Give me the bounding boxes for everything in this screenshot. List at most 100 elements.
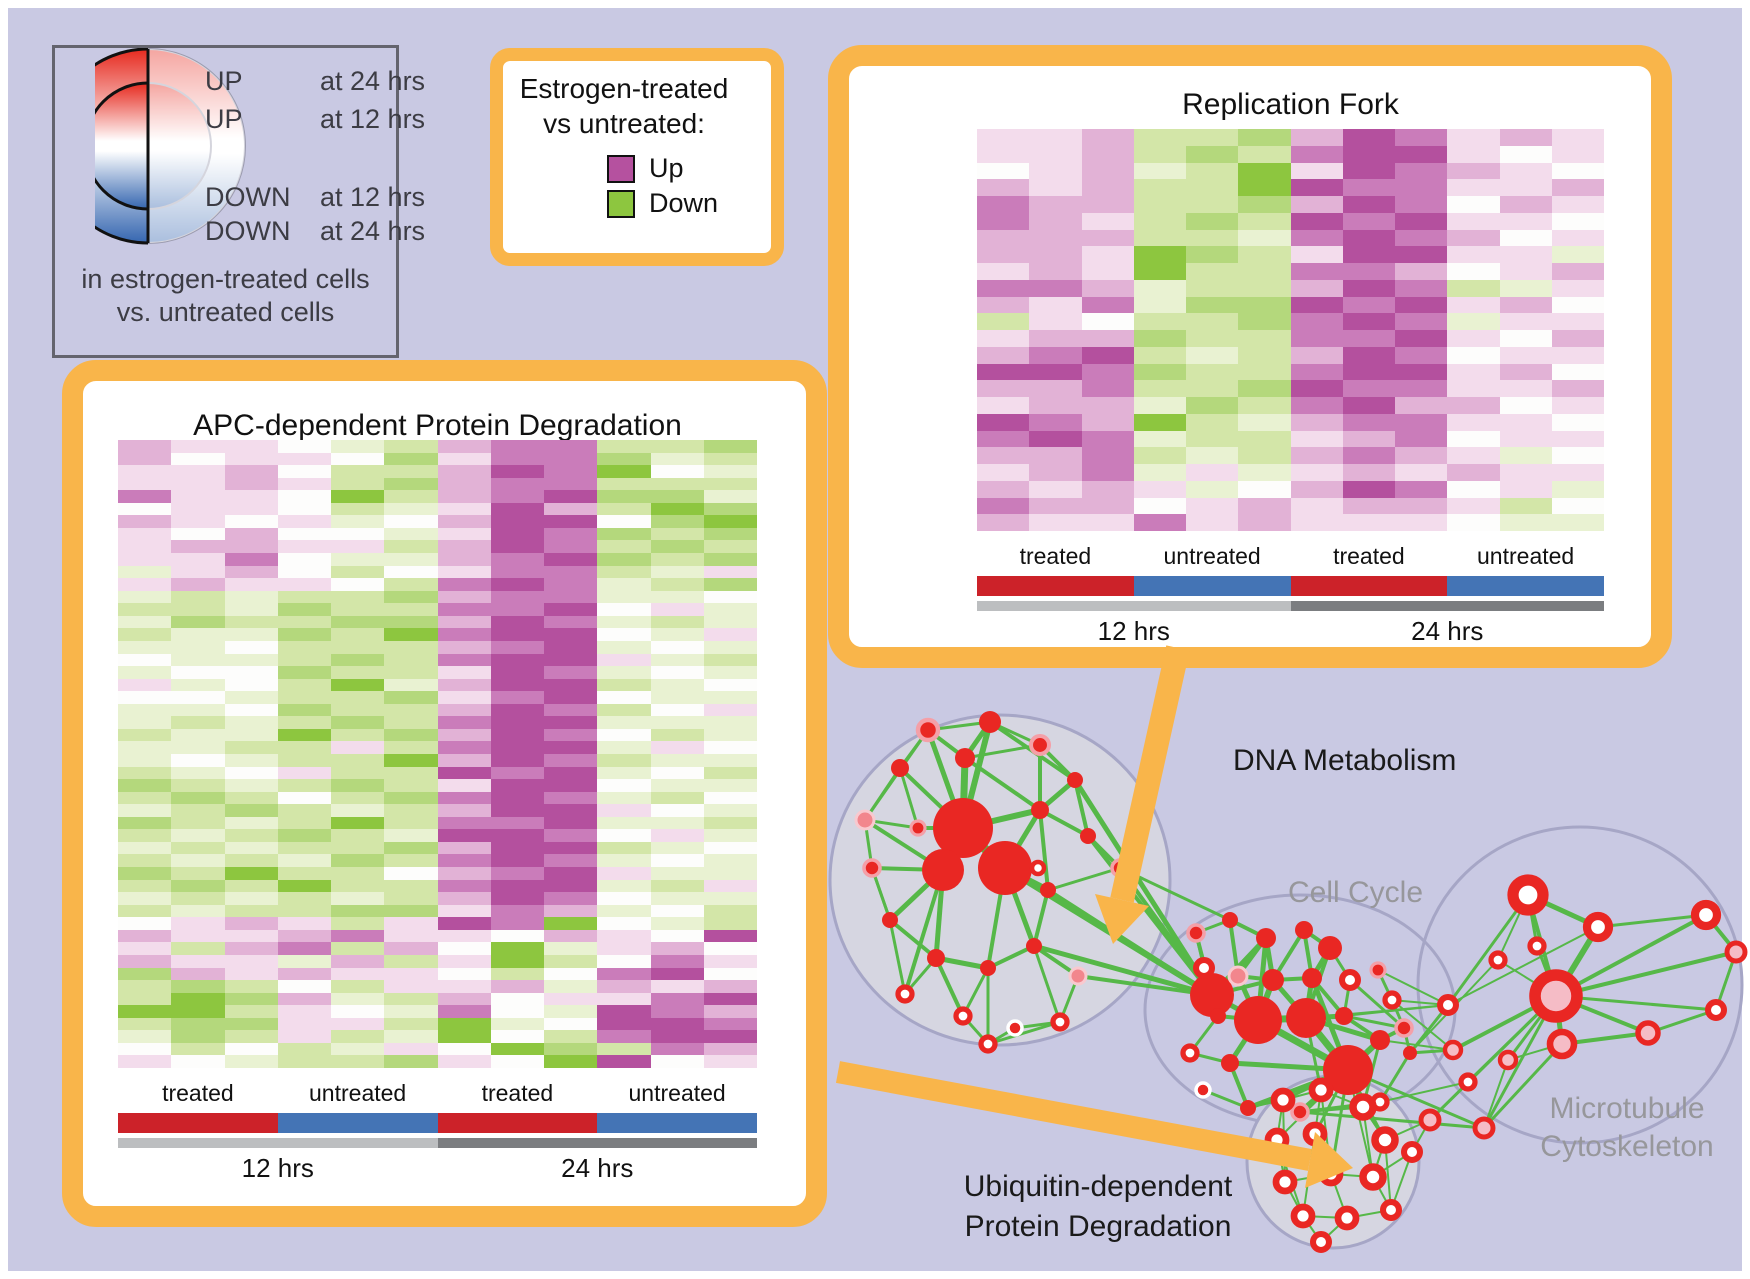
heatmap-cell [490, 892, 544, 905]
heatmap-cell [1551, 447, 1604, 464]
heatmap-cell [277, 477, 331, 491]
heatmap-cell [703, 816, 757, 830]
heatmap-cell [650, 917, 704, 930]
heatmap-cell [171, 716, 225, 729]
heatmap-cell [171, 628, 225, 641]
heatmap-cell [277, 879, 331, 893]
group-label: treated [481, 1080, 554, 1106]
heatmap-cell [703, 502, 757, 516]
heatmap-cell [437, 578, 491, 591]
heatmap-cell [384, 879, 438, 893]
heatmap-cell [277, 904, 331, 918]
heatmap-cell [1342, 397, 1395, 414]
heatmap-cell [171, 590, 225, 604]
heatmap-cell [1395, 330, 1448, 347]
heatmap-cell [1238, 263, 1291, 280]
heatmap-cell [1499, 279, 1552, 297]
heatmap-cell [224, 829, 278, 842]
heatmap-cell [277, 666, 331, 679]
heatmap-cell [544, 942, 598, 955]
heatmap-cell [331, 754, 385, 767]
heatmap-cell [490, 640, 544, 654]
heatmap-cell [597, 716, 651, 729]
heatmap-cell [490, 440, 544, 453]
heatmap-cell [384, 553, 438, 566]
heatmap-cell [384, 1055, 438, 1068]
heatmap-cell [331, 578, 385, 591]
group-label: untreated [309, 1080, 407, 1106]
heatmap-cell [437, 980, 491, 993]
heatmap-cell [1395, 313, 1448, 330]
heatmap-cell [544, 703, 598, 717]
heatmap-cell [224, 741, 278, 754]
heatmap-cell [490, 477, 544, 491]
heatmap-cell [490, 615, 544, 629]
heatmap-cell [118, 1055, 172, 1068]
heatmap-cell [597, 603, 651, 616]
heatmap-cell [597, 1005, 651, 1018]
heatmap-cell [1342, 497, 1395, 515]
heatmap-cell [437, 452, 491, 466]
heatmap-cell [171, 892, 225, 905]
heatmap-cell [650, 892, 704, 905]
heatmap-cell [977, 480, 1030, 498]
heatmap-cell [277, 653, 331, 667]
heatmap-cell [437, 565, 491, 579]
heatmap-cell [1290, 145, 1343, 163]
heatmap-cell [1186, 246, 1239, 263]
heatmap-cell [1499, 263, 1552, 280]
heatmap-cell [650, 540, 704, 554]
heatmap-cell [1290, 346, 1343, 364]
heatmap-cell [1551, 497, 1604, 515]
heatmap-cell [597, 854, 651, 868]
heatmap-cell [1238, 380, 1291, 397]
heatmap-cell [1290, 129, 1343, 146]
heatmap-cell [1238, 480, 1291, 498]
heatmap-cell [118, 465, 172, 478]
up-color-swatch [607, 154, 635, 183]
heatmap-cell [650, 741, 704, 754]
heatmap-cell [703, 728, 757, 742]
heatmap-cell [703, 942, 757, 955]
heatmap-cell [224, 929, 278, 943]
heatmap-cell [118, 440, 172, 453]
heatmap-cell [171, 1005, 225, 1018]
heatmap-cell [1342, 263, 1395, 280]
heatmap-cell [1029, 380, 1082, 397]
heatmap-cell [597, 791, 651, 805]
heatmap-cell [597, 666, 651, 679]
heatmap-cell [384, 1005, 438, 1018]
heatmap-cell [118, 754, 172, 767]
group-label: treated [1019, 543, 1092, 569]
untreated-bar [1133, 576, 1291, 596]
heatmap-cell [544, 804, 598, 817]
heatmap-cell [977, 229, 1030, 247]
heatmap-cell [1133, 363, 1186, 381]
heatmap-cell [331, 502, 385, 516]
heatmap-cell [118, 904, 172, 918]
heatmap-cell [171, 490, 225, 503]
heatmap-cell [224, 904, 278, 918]
heatmap-cell [1029, 480, 1082, 498]
heatmap-cell [1447, 212, 1500, 230]
heatmap-cell [331, 703, 385, 717]
heatmap-cell [703, 716, 757, 729]
heatmap-cell [597, 527, 651, 541]
heatmap-cell [703, 640, 757, 654]
heatmap-cell [437, 527, 491, 541]
heatmap-cell [703, 754, 757, 767]
heatmap-cell [171, 791, 225, 805]
heatmap-cell [118, 628, 172, 641]
heatmap-cell [597, 1055, 651, 1068]
heatmap-cell [490, 540, 544, 554]
heatmap-cell [224, 879, 278, 893]
heatmap-cell [597, 678, 651, 692]
time-color-bar [118, 1138, 757, 1148]
heatmap-cell [1133, 229, 1186, 247]
heatmap-cell [118, 804, 172, 817]
heatmap-cell [384, 954, 438, 968]
heatmap-cell [1290, 263, 1343, 280]
heatmap-cell [1395, 413, 1448, 431]
heatmap-cell [1499, 464, 1552, 481]
legend-title-line2: vs untreated: [543, 108, 705, 139]
